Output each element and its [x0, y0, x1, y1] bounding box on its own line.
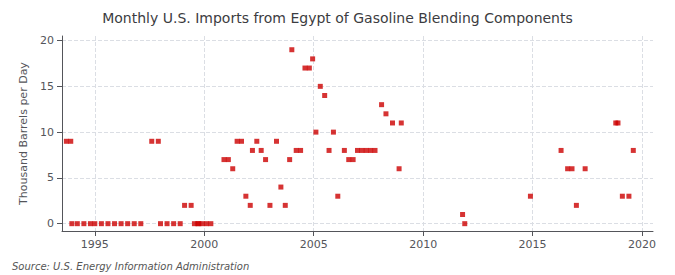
svg-text:1995: 1995: [81, 238, 109, 251]
svg-text:0: 0: [47, 217, 54, 230]
svg-text:2005: 2005: [300, 238, 328, 251]
svg-text:15: 15: [40, 80, 54, 93]
svg-text:Monthly U.S. Imports from Egyp: Monthly U.S. Imports from Egypt of Gasol…: [102, 10, 573, 26]
svg-text:5: 5: [47, 171, 54, 184]
svg-text:Source: U.S. Energy Informatio: Source: U.S. Energy Information Administ…: [12, 261, 249, 272]
svg-text:10: 10: [40, 126, 54, 139]
svg-text:2010: 2010: [409, 238, 437, 251]
svg-text:2000: 2000: [190, 238, 218, 251]
svg-text:20: 20: [40, 34, 54, 47]
svg-text:2020: 2020: [628, 238, 656, 251]
svg-text:2015: 2015: [519, 238, 547, 251]
svg-text:Thousand Barrels per Day: Thousand Barrels per Day: [17, 62, 30, 206]
